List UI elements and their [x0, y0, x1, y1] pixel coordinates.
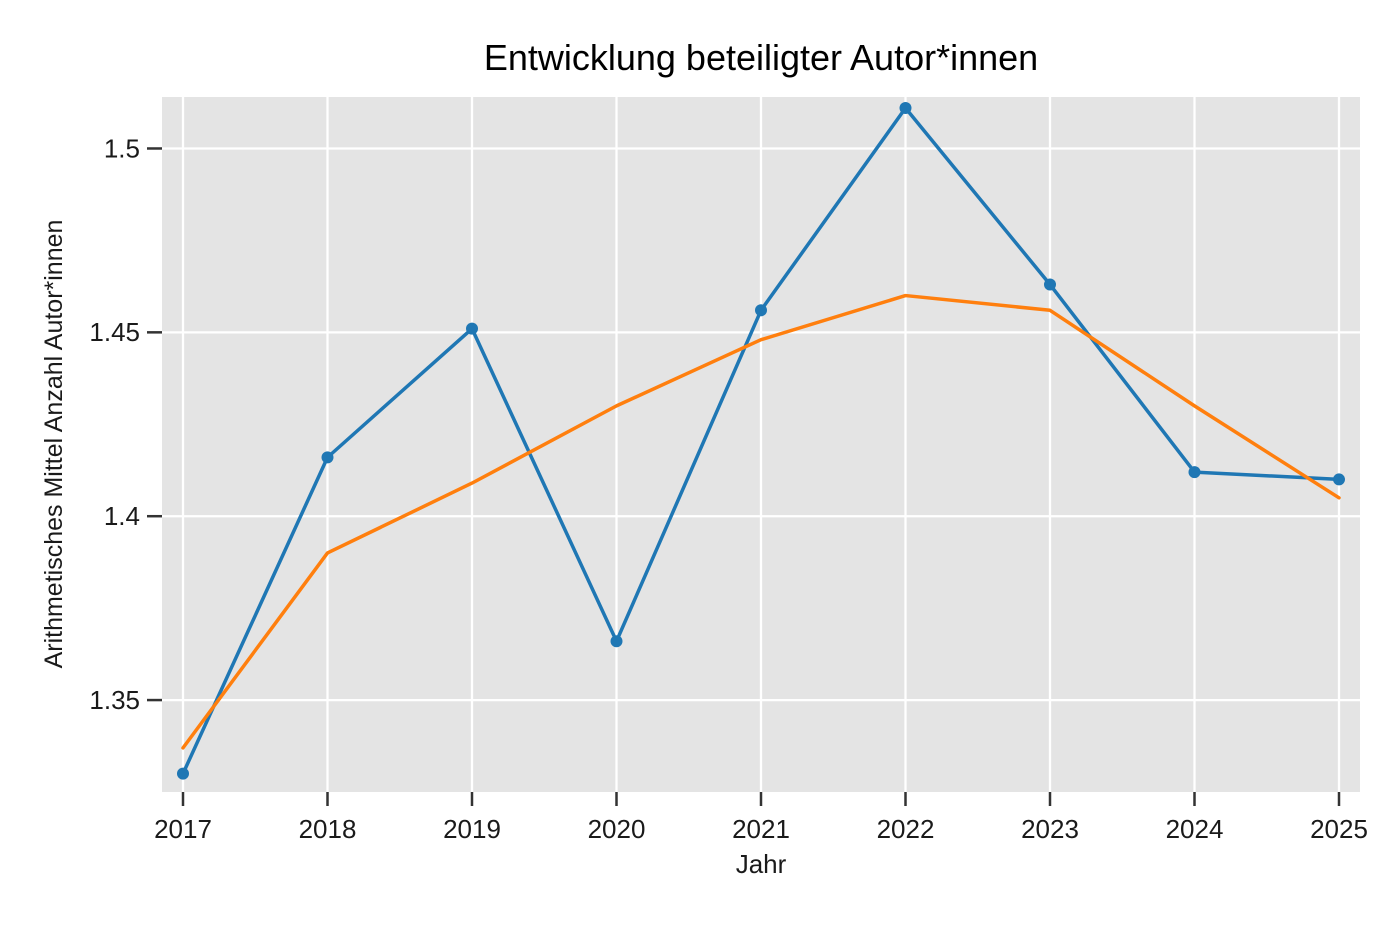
series-blue-yearly-mean-point	[1333, 473, 1345, 486]
series-orange-smoothed-trend-line	[181, 293, 1341, 750]
y-axis-title: Arithmetisches Mittel Anzahl Autor*innen	[40, 220, 68, 669]
x-tick-label: 2019	[443, 814, 501, 844]
gridlines	[162, 97, 1360, 792]
series-blue-yearly-mean-point	[899, 102, 912, 115]
x-tick-label: 2020	[588, 814, 646, 844]
series-blue-yearly-mean-point	[177, 767, 189, 780]
x-tick-label: 2021	[732, 814, 790, 844]
x-tick-label: 2025	[1310, 814, 1368, 844]
series-markers	[177, 102, 1345, 780]
tick-marks	[147, 147, 1341, 806]
x-tick-label: 2024	[1166, 814, 1224, 844]
x-axis-tick-labels: 2017 2018 2019 2020 2021 2022 2023 2024 2025	[154, 814, 1368, 844]
x-tick-label: 2018	[299, 814, 357, 844]
series-blue-yearly-mean-point	[610, 635, 623, 648]
series-blue-yearly-mean-point	[1188, 466, 1201, 479]
y-tick-label: 1.5	[104, 133, 140, 163]
series-blue-yearly-mean-point	[755, 304, 767, 317]
series-blue-yearly-mean-point	[466, 322, 478, 335]
series-blue-yearly-mean-point	[1044, 278, 1056, 291]
x-tick-label: 2023	[1021, 814, 1079, 844]
chart-title: Entwicklung beteiligter Autor*innen	[484, 37, 1038, 78]
y-tick-label: 1.35	[89, 685, 140, 715]
y-tick-label: 1.4	[104, 501, 140, 531]
series-blue-yearly-mean-point	[321, 451, 334, 464]
y-tick-label: 1.45	[89, 317, 140, 347]
x-tick-label: 2017	[154, 814, 212, 844]
x-tick-label: 2022	[877, 814, 935, 844]
x-axis-title: Jahr	[736, 849, 787, 879]
y-axis-tick-labels: 1.35 1.4 1.45 1.5	[89, 133, 140, 715]
